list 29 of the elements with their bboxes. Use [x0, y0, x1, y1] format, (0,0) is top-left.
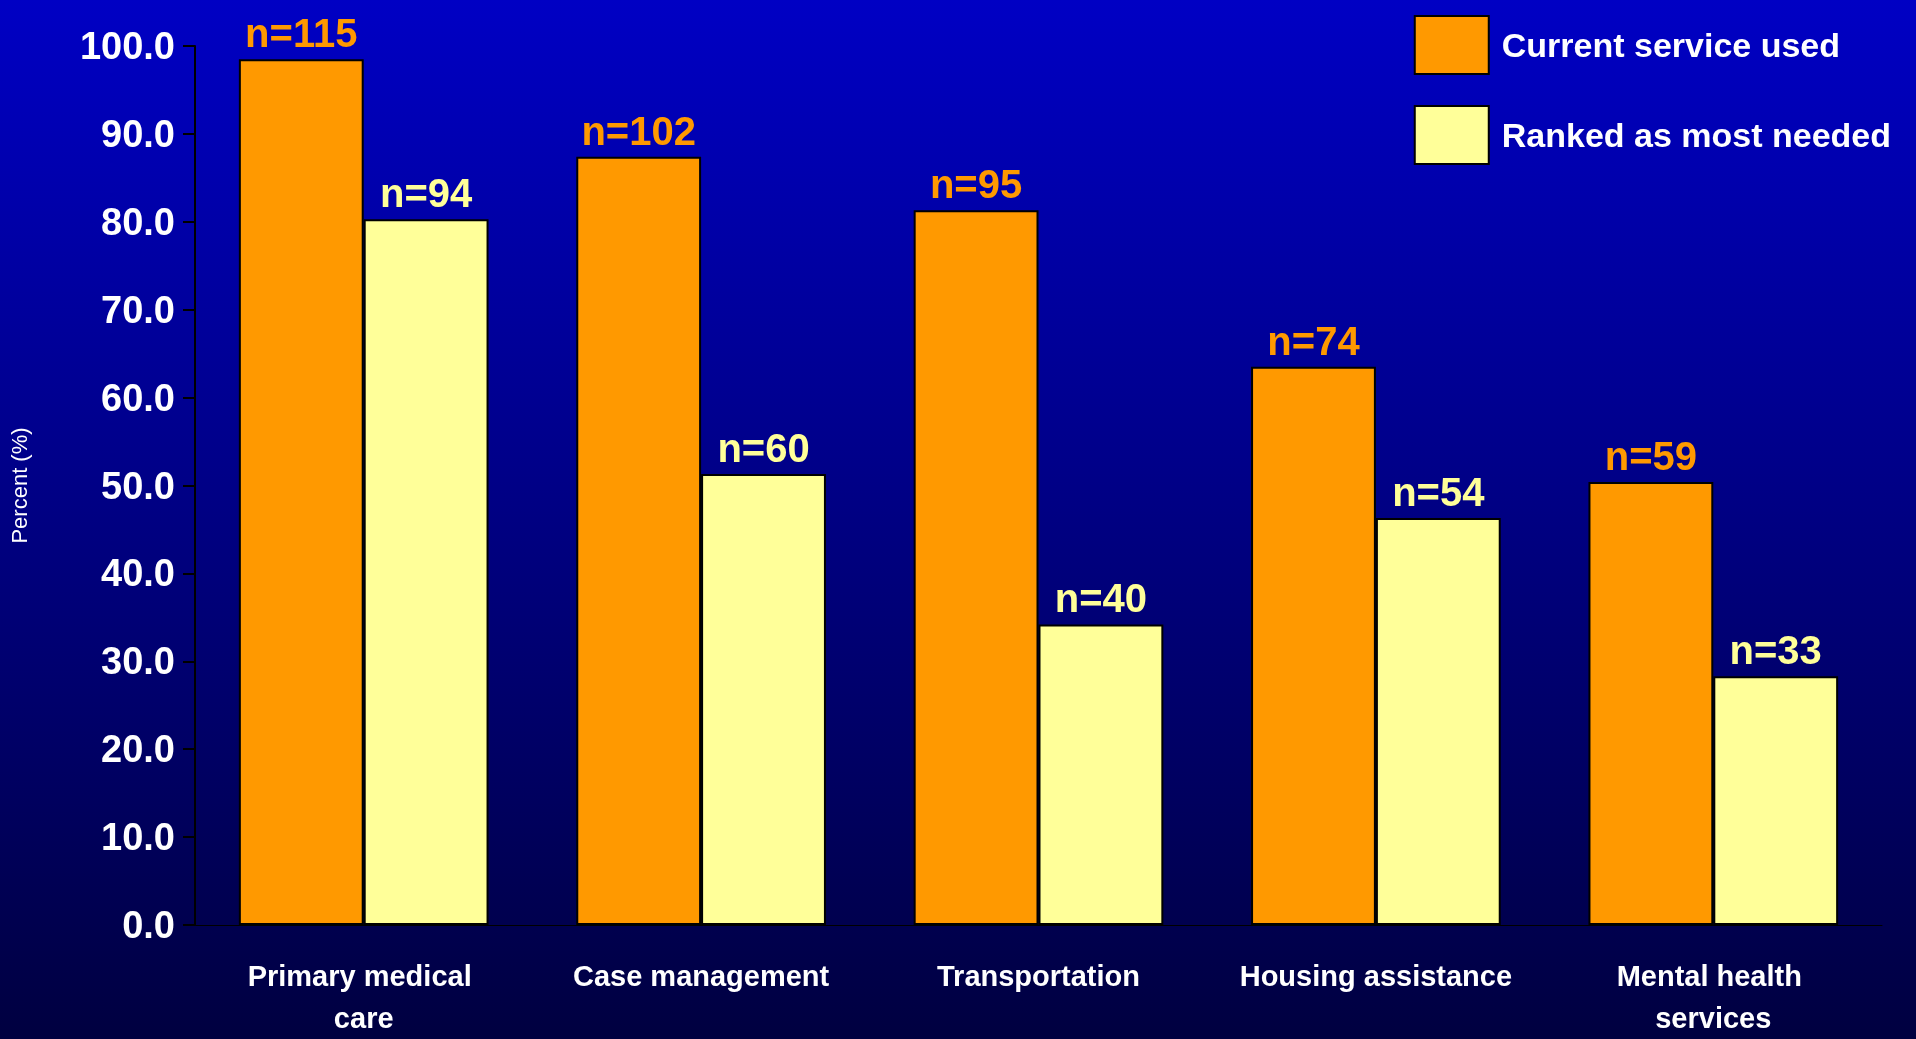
y-tick-label: 80.0	[101, 200, 175, 243]
annotation: n=54	[1392, 470, 1486, 515]
annotation: n=40	[1054, 576, 1148, 621]
x-tick-label: Transportation	[936, 960, 1141, 992]
y-tick-label: 50.0	[101, 464, 175, 507]
y-tick-label: 20.0	[101, 728, 175, 771]
y-tick-label: 100.0	[79, 25, 175, 67]
annotation: n=102	[581, 108, 696, 153]
x-tick-label: Mental health services	[1616, 960, 1810, 1034]
y-tick-label: 90.0	[101, 112, 175, 155]
annotation: n=59	[1604, 433, 1698, 478]
y-tick-label: 30.0	[101, 640, 175, 683]
legend-label: Current service used	[1501, 26, 1841, 64]
legend-label: Ranked as most needed	[1501, 116, 1892, 154]
annotation: n=94	[379, 171, 474, 216]
annotation: n=74	[1267, 318, 1361, 363]
x-tick-label: Primary medical care	[247, 960, 480, 1034]
x-tick-label: Housing assistance	[1239, 960, 1513, 992]
annotation: n=115	[245, 11, 358, 56]
annotation: n=95	[929, 162, 1023, 207]
y-axis-title: Percent (%)	[6, 427, 32, 544]
annotation: n=60	[717, 426, 810, 471]
y-tick-label: 70.0	[101, 288, 175, 331]
y-tick-label: 40.0	[101, 552, 175, 595]
y-tick-label: 60.0	[101, 376, 175, 419]
y-tick-label: 0.0	[122, 904, 175, 946]
y-tick-label: 10.0	[101, 816, 175, 859]
x-tick-label: Case management	[572, 960, 830, 992]
annotation: n=33	[1729, 628, 1822, 673]
